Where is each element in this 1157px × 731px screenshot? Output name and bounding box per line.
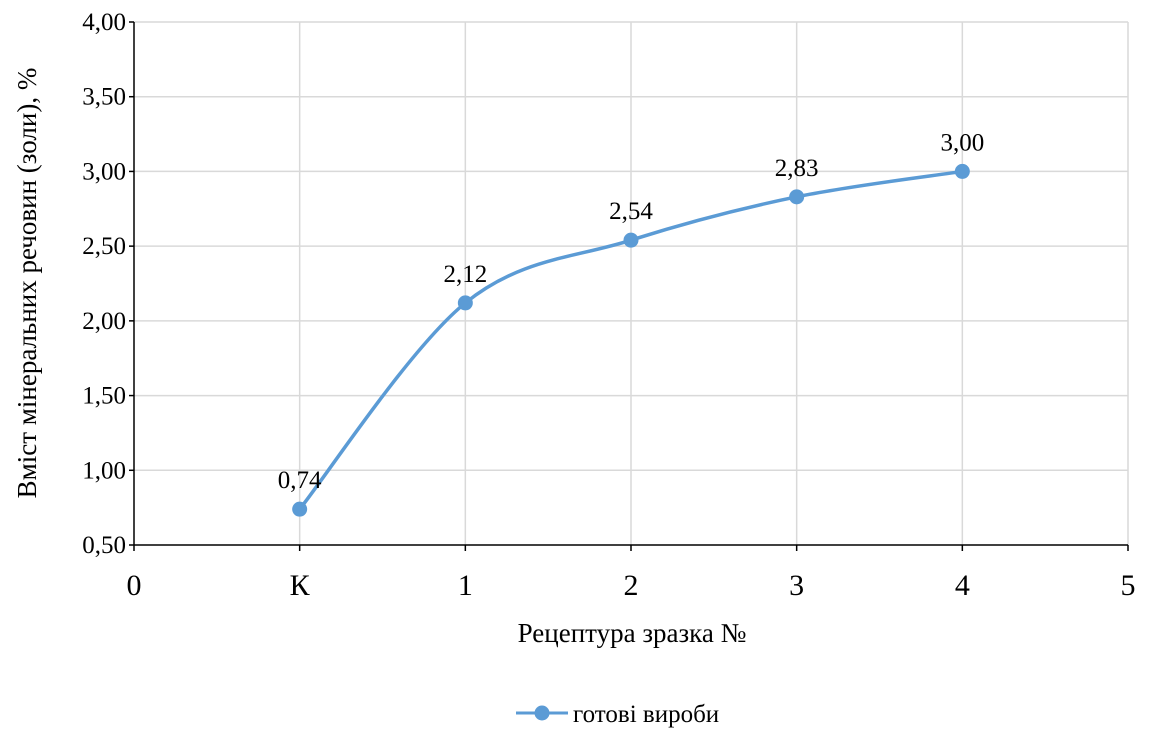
series-group [292, 163, 970, 517]
legend-point-marker [534, 705, 550, 721]
data-point [292, 501, 308, 517]
y-tick-label: 4,00 [82, 9, 126, 36]
y-tick-labels: 0,50 1,00 1,50 2,00 2,50 3,00 3,50 4,00 [82, 9, 126, 559]
x-tick-label: 0 [127, 569, 142, 602]
x-tick-label: 1 [458, 569, 473, 602]
data-labels: 0,74 2,12 2,54 2,83 3,00 [278, 129, 984, 494]
data-label: 3,00 [940, 129, 984, 156]
y-tick-label: 2,00 [82, 308, 126, 335]
data-point [623, 232, 639, 248]
legend-series-name: готові вироби [573, 701, 719, 728]
x-tick-label: 5 [1121, 569, 1136, 602]
y-tick-label: 1,00 [82, 457, 126, 484]
y-tick-label: 3,50 [82, 84, 126, 111]
y-tick-label: 1,50 [82, 383, 126, 410]
data-label: 2,83 [775, 155, 819, 182]
data-label: 2,54 [609, 198, 653, 225]
legend: готові вироби [516, 701, 719, 728]
data-point [789, 189, 805, 205]
grid-lines [134, 21, 1129, 545]
x-tick-label: 2 [624, 569, 639, 602]
data-point [457, 295, 473, 311]
y-tick-label: 2,50 [82, 233, 126, 260]
y-axis-label: Вміст мінеральних речовин (золи), % [12, 68, 42, 499]
series-line [298, 169, 963, 511]
x-tick-label: 3 [789, 569, 804, 602]
x-tick-labels: 0 К 1 2 3 4 5 [127, 569, 1136, 602]
y-tick-label: 3,00 [82, 158, 126, 185]
y-tick-label: 0,50 [82, 532, 126, 559]
data-label: 2,12 [443, 261, 487, 288]
x-tick-label: К [290, 569, 311, 602]
x-axis-label: Рецептура зразка № [518, 618, 747, 648]
data-label: 0,74 [278, 467, 322, 494]
x-tick-label: 4 [955, 569, 970, 602]
data-point [954, 163, 970, 179]
axes [129, 21, 1129, 551]
